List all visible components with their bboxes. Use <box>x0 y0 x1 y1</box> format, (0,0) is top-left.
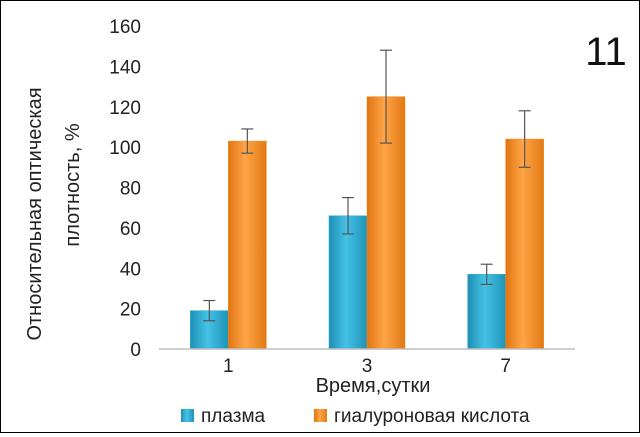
error-bar-plasma-day-3 <box>342 196 354 235</box>
y-tick-label: 140 <box>109 57 141 78</box>
error-bar-hyaluronic-acid-day-1 <box>241 128 254 154</box>
y-axis-title-line-2: плотность, % <box>62 123 84 246</box>
y-tick-label: 80 <box>120 179 141 200</box>
error-bar-hyaluronic-acid-day-3 <box>380 49 392 144</box>
error-bar-plasma-day-7 <box>480 263 493 285</box>
legend-label-hyaluronic-acid: гиалуроновая кислота <box>334 406 530 427</box>
legend-swatch-hyaluronic-acid <box>314 409 327 422</box>
x-tick-label: 3 <box>362 356 373 377</box>
y-tick-label: 20 <box>120 300 141 321</box>
y-tick-label: 0 <box>130 340 141 361</box>
x-tick-labels: 1 3 7 <box>223 356 511 377</box>
legend: плазма гиалуроновая кислота <box>181 406 530 427</box>
y-tick-label: 160 <box>109 17 141 38</box>
y-tick-label: 120 <box>109 98 141 119</box>
y-axis-title-line-1: Относительная оптическая <box>24 87 46 340</box>
y-tick-label: 40 <box>120 259 141 280</box>
bars <box>190 96 544 350</box>
error-bar-plasma-day-1 <box>203 299 216 322</box>
panel-label: 11 <box>585 30 627 74</box>
y-tick-label: 60 <box>120 219 141 240</box>
legend-swatch-plasma <box>181 409 194 422</box>
y-tick-label: 100 <box>109 138 141 159</box>
y-axis-title: Относительная оптическая плотность, % <box>24 87 84 340</box>
bar-hyaluronic-acid-day-1 <box>228 140 267 350</box>
y-tick-labels: 0 20 40 60 80 100 120 140 160 <box>109 17 141 361</box>
x-axis-title: Время,сутки <box>316 375 431 397</box>
legend-label-plasma: плазма <box>201 406 266 427</box>
x-tick-label: 1 <box>223 356 234 377</box>
error-bar-hyaluronic-acid-day-7 <box>518 110 531 168</box>
x-tick-label: 7 <box>500 356 511 377</box>
bar-plasma-day-7 <box>467 274 506 350</box>
bar-plasma-day-3 <box>328 215 368 350</box>
error-bars <box>203 49 531 322</box>
bar-hyaluronic-acid-day-7 <box>505 138 544 350</box>
